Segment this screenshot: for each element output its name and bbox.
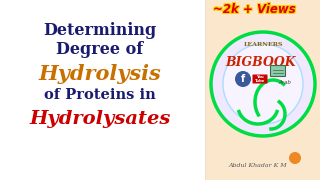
Text: ~2k + Views: ~2k + Views [214,4,296,17]
Text: Hydrolysates: Hydrolysates [29,110,171,128]
Text: Abdul Khadar K M: Abdul Khadar K M [229,163,287,168]
Text: Hydrolysis: Hydrolysis [39,64,161,84]
FancyBboxPatch shape [270,66,285,76]
Circle shape [211,32,315,136]
Text: ~2k + Views: ~2k + Views [213,2,296,15]
Text: ~2k + Views: ~2k + Views [212,2,295,15]
Text: ~2k + Views: ~2k + Views [212,3,295,16]
Text: ~2k + Views: ~2k + Views [213,3,296,16]
Text: BIGBOOK: BIGBOOK [226,55,296,69]
Text: ~2k + Views: ~2k + Views [213,3,296,16]
Circle shape [223,44,303,124]
Text: Arab: Arab [279,80,292,84]
Text: f: f [241,74,245,84]
Text: of Proteins in: of Proteins in [44,88,156,102]
Text: LEARNERS: LEARNERS [243,42,283,46]
FancyBboxPatch shape [252,75,268,84]
Bar [205,0,320,180]
Text: You
Tube: You Tube [255,75,265,83]
Circle shape [235,71,251,87]
Text: ~2k + Views: ~2k + Views [214,3,296,16]
Text: ~2k + Views: ~2k + Views [213,4,296,17]
Text: Determining: Determining [44,22,156,39]
Text: ~2k + Views: ~2k + Views [214,2,296,15]
Text: Degree of: Degree of [56,41,144,58]
Circle shape [289,152,301,164]
Text: ~2k + Views: ~2k + Views [212,4,295,17]
